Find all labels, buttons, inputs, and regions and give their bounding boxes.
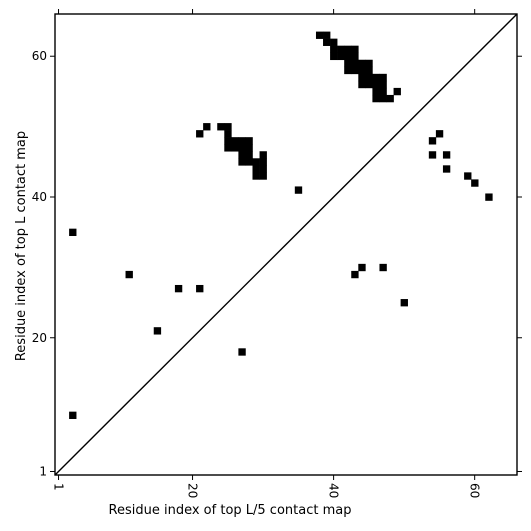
contact-point-lower <box>153 327 162 335</box>
contact-point-upper <box>231 137 239 145</box>
contact-point-upper <box>365 66 373 75</box>
contact-point-upper <box>344 66 352 75</box>
contact-point-lower <box>358 263 366 272</box>
contact-point-upper <box>379 87 387 96</box>
contact-point-upper <box>351 59 359 68</box>
contact-point-upper <box>372 87 380 96</box>
plot-frame <box>54 13 518 476</box>
contact-point-lower <box>464 172 472 180</box>
contact-point-lower <box>69 411 77 419</box>
contact-point-upper <box>259 165 267 173</box>
y-tick-label: 60 <box>32 49 47 63</box>
contact-point-lower <box>442 165 451 173</box>
contact-point-lower <box>351 270 359 279</box>
x-axis-label: Residue index of top L/5 contact map <box>109 503 352 518</box>
contact-point-upper <box>252 172 260 180</box>
contact-point-upper <box>224 137 232 145</box>
contact-point-lower <box>125 270 133 279</box>
contact-point-upper <box>217 123 225 131</box>
contact-point-lower <box>471 179 479 187</box>
contact-point-lower <box>400 299 408 307</box>
x-tick-label: 20 <box>186 483 200 498</box>
axis-ticks: 1 20 40 60 1 20 40 60 <box>32 9 522 498</box>
y-tick-label: 40 <box>32 190 47 204</box>
contact-point-upper <box>245 137 253 145</box>
contact-point-upper <box>365 80 373 89</box>
contact-point-upper <box>372 80 380 89</box>
contact-point-lower <box>238 348 246 356</box>
x-tick-label: 40 <box>327 483 341 498</box>
contact-point-upper <box>337 45 345 54</box>
contact-point-lower <box>379 263 387 272</box>
diagonal-line <box>54 13 518 476</box>
contact-point-upper <box>372 73 380 82</box>
contact-point-upper <box>330 52 338 61</box>
contact-point-upper <box>224 144 232 152</box>
contact-point-upper <box>259 158 267 166</box>
y-axis-label: Residue index of top L contact map <box>14 131 29 361</box>
contact-point-upper <box>245 151 253 159</box>
contact-point-upper <box>393 87 401 96</box>
contact-point-lower <box>485 193 493 201</box>
contact-point-upper <box>259 151 267 159</box>
contact-point-upper <box>224 130 232 138</box>
contact-point-upper <box>379 94 387 103</box>
contact-point-lower <box>442 151 451 159</box>
contact-point-upper <box>358 66 366 75</box>
contact-point-upper <box>203 123 211 131</box>
contact-point-upper <box>238 144 246 152</box>
contact-point-upper <box>252 165 260 173</box>
contact-point-upper <box>231 144 239 152</box>
contact-point-upper <box>351 66 359 75</box>
x-tick-label: 60 <box>468 483 482 498</box>
contact-point-upper <box>351 52 359 61</box>
contact-point-upper <box>351 45 359 54</box>
contact-point-upper <box>330 45 338 54</box>
contact-point-upper <box>330 38 338 46</box>
contact-point-upper <box>323 31 331 39</box>
contact-point-lower <box>174 284 183 293</box>
upper-triangle-contacts <box>196 31 401 194</box>
contact-point-upper <box>245 144 253 152</box>
contact-point-upper <box>365 59 373 68</box>
contact-point-lower <box>196 284 204 293</box>
contact-point-upper <box>259 172 267 180</box>
contact-point-upper <box>344 52 352 61</box>
contact-point-upper <box>358 80 366 89</box>
contact-point-upper <box>337 52 345 61</box>
contact-point-upper <box>365 73 373 82</box>
contact-point-upper <box>344 45 352 54</box>
contact-point-upper <box>294 186 303 194</box>
contact-point-upper <box>358 59 366 68</box>
contact-point-upper <box>238 137 246 145</box>
contact-point-lower <box>428 151 437 159</box>
contact-point-upper <box>224 123 232 131</box>
contact-point-upper <box>372 94 380 103</box>
contact-point-upper <box>323 38 331 46</box>
contact-point-upper <box>315 31 324 39</box>
contact-point-lower <box>69 228 77 237</box>
contact-point-upper <box>379 80 387 89</box>
contact-point-upper <box>252 158 260 166</box>
contact-point-upper <box>245 158 253 166</box>
contact-point-upper <box>358 73 366 82</box>
y-tick-label: 1 <box>39 464 47 478</box>
contact-point-lower <box>428 137 437 145</box>
contact-point-upper <box>344 59 352 68</box>
lower-triangle-contacts <box>69 130 493 419</box>
contact-point-upper <box>386 94 394 103</box>
contact-point-upper <box>379 73 387 82</box>
contact-point-upper <box>238 158 246 166</box>
contact-point-lower <box>435 130 444 138</box>
x-tick-label: 1 <box>52 483 66 491</box>
contact-point-upper <box>196 130 204 138</box>
y-tick-label: 20 <box>32 331 47 345</box>
contact-point-upper <box>238 151 246 159</box>
